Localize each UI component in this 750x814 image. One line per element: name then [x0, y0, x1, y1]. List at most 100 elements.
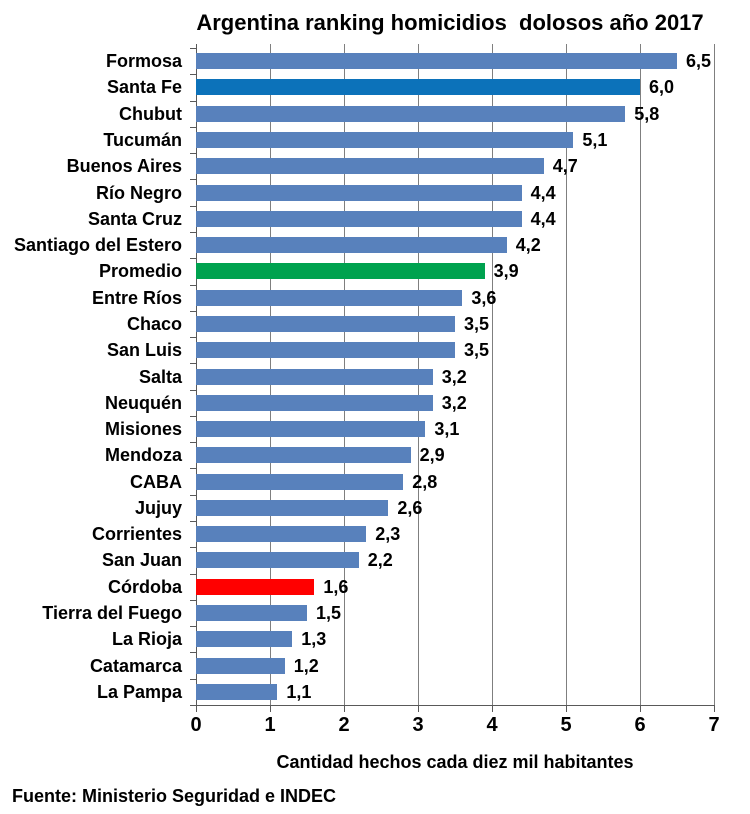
value-label: 2,6 — [397, 497, 423, 518]
bar — [196, 342, 455, 359]
value-label: 3,2 — [441, 392, 467, 413]
bar-track: 1,5 — [196, 604, 714, 622]
bar — [196, 657, 285, 674]
y-axis-ticks — [190, 48, 196, 706]
category-label: Tucumán — [103, 129, 182, 150]
bar — [196, 263, 485, 280]
x-tick — [566, 706, 567, 712]
bar-row: Santiago del Estero 4,2 — [0, 232, 714, 258]
bar — [196, 605, 307, 622]
value-label: 2,2 — [367, 550, 393, 571]
value-label: 4,4 — [530, 182, 556, 203]
x-axis-line — [196, 705, 715, 706]
bar — [196, 105, 626, 122]
value-label: 1,3 — [301, 629, 327, 650]
category-label: CABA — [130, 471, 182, 492]
bar — [196, 368, 433, 385]
bar — [196, 237, 507, 254]
bar — [196, 552, 359, 569]
bar-track: 6,5 — [196, 52, 714, 70]
bar-track: 3,2 — [196, 394, 714, 412]
bar-row: Tucumán 5,1 — [0, 127, 714, 153]
value-label: 5,1 — [582, 129, 608, 150]
x-tick — [344, 706, 345, 712]
value-label: 1,1 — [286, 681, 312, 702]
x-tick — [640, 706, 641, 712]
x-tick — [270, 706, 271, 712]
bar-row: Chubut 5,8 — [0, 101, 714, 127]
bar-row: Córdoba 1,6 — [0, 574, 714, 600]
bar-row: Santa Fe 6,0 — [0, 74, 714, 100]
bar-track: 1,3 — [196, 630, 714, 648]
y-tick — [190, 74, 196, 76]
value-label: 3,5 — [464, 340, 490, 361]
x-tick-label: 3 — [412, 714, 424, 736]
y-tick — [190, 494, 196, 496]
bar-track: 1,6 — [196, 578, 714, 596]
value-label: 6,0 — [649, 77, 675, 98]
bar-track: 3,2 — [196, 368, 714, 386]
bar — [196, 683, 278, 700]
bar — [196, 578, 315, 595]
value-label: 2,3 — [375, 524, 401, 545]
y-tick — [190, 521, 196, 523]
y-tick — [190, 678, 196, 680]
gridline — [566, 44, 567, 705]
value-label: 1,2 — [293, 655, 319, 676]
category-label: Neuquén — [104, 392, 182, 413]
bar-row: Salta 3,2 — [0, 363, 714, 389]
bar-track: 4,4 — [196, 184, 714, 202]
x-tick — [714, 706, 715, 712]
bar-track: 3,5 — [196, 341, 714, 359]
category-label: Catamarca — [89, 655, 182, 676]
value-label: 4,2 — [515, 235, 541, 256]
y-tick — [190, 310, 196, 312]
bar-row: La Pampa 1,1 — [0, 679, 714, 705]
x-tick-label: 6 — [634, 714, 646, 736]
category-label: Corrientes — [91, 524, 182, 545]
bar-row: San Luis 3,5 — [0, 337, 714, 363]
x-tick-label: 1 — [264, 714, 276, 736]
bar-rows: Formosa 6,5 Santa Fe 6,0 Chubut 5,8 Tucumán 5,1… — [0, 48, 714, 705]
x-tick-label: 2 — [338, 714, 350, 736]
y-tick — [190, 547, 196, 549]
y-tick — [190, 337, 196, 339]
bar-track: 4,4 — [196, 210, 714, 228]
bar-row: Corrientes 2,3 — [0, 521, 714, 547]
value-label: 4,4 — [530, 208, 556, 229]
bar-track: 1,2 — [196, 657, 714, 675]
y-tick — [190, 258, 196, 260]
y-tick — [190, 652, 196, 654]
bar-track: 2,9 — [196, 446, 714, 464]
bar-row: Mendoza 2,9 — [0, 442, 714, 468]
bar — [196, 79, 640, 96]
gridline — [492, 44, 493, 705]
bar-row: Chaco 3,5 — [0, 311, 714, 337]
chart-title: Argentina ranking homicidios dolosos año… — [196, 10, 704, 35]
x-tick-label: 4 — [486, 714, 498, 736]
bar-row: Río Negro 4,4 — [0, 179, 714, 205]
bar — [196, 421, 426, 438]
y-tick — [190, 231, 196, 233]
bar-track: 3,6 — [196, 289, 714, 307]
category-label: Salta — [138, 366, 182, 387]
y-tick — [190, 468, 196, 470]
gridline — [640, 44, 641, 705]
category-label: Santa Cruz — [87, 208, 182, 229]
value-label: 3,1 — [434, 419, 460, 440]
category-label: Mendoza — [104, 445, 182, 466]
category-label: Chubut — [119, 103, 182, 124]
x-tick — [418, 706, 419, 712]
bar-row: Tierra del Fuego 1,5 — [0, 600, 714, 626]
y-tick — [190, 573, 196, 575]
value-label: 1,5 — [316, 603, 342, 624]
category-label: Santa Fe — [106, 77, 182, 98]
bar-track: 1,1 — [196, 683, 714, 701]
y-tick — [190, 153, 196, 155]
bar — [196, 289, 463, 306]
category-label: Misiones — [104, 419, 182, 440]
bar-track: 4,7 — [196, 157, 714, 175]
category-label: Entre Ríos — [91, 287, 182, 308]
bar-track: 3,1 — [196, 420, 714, 438]
